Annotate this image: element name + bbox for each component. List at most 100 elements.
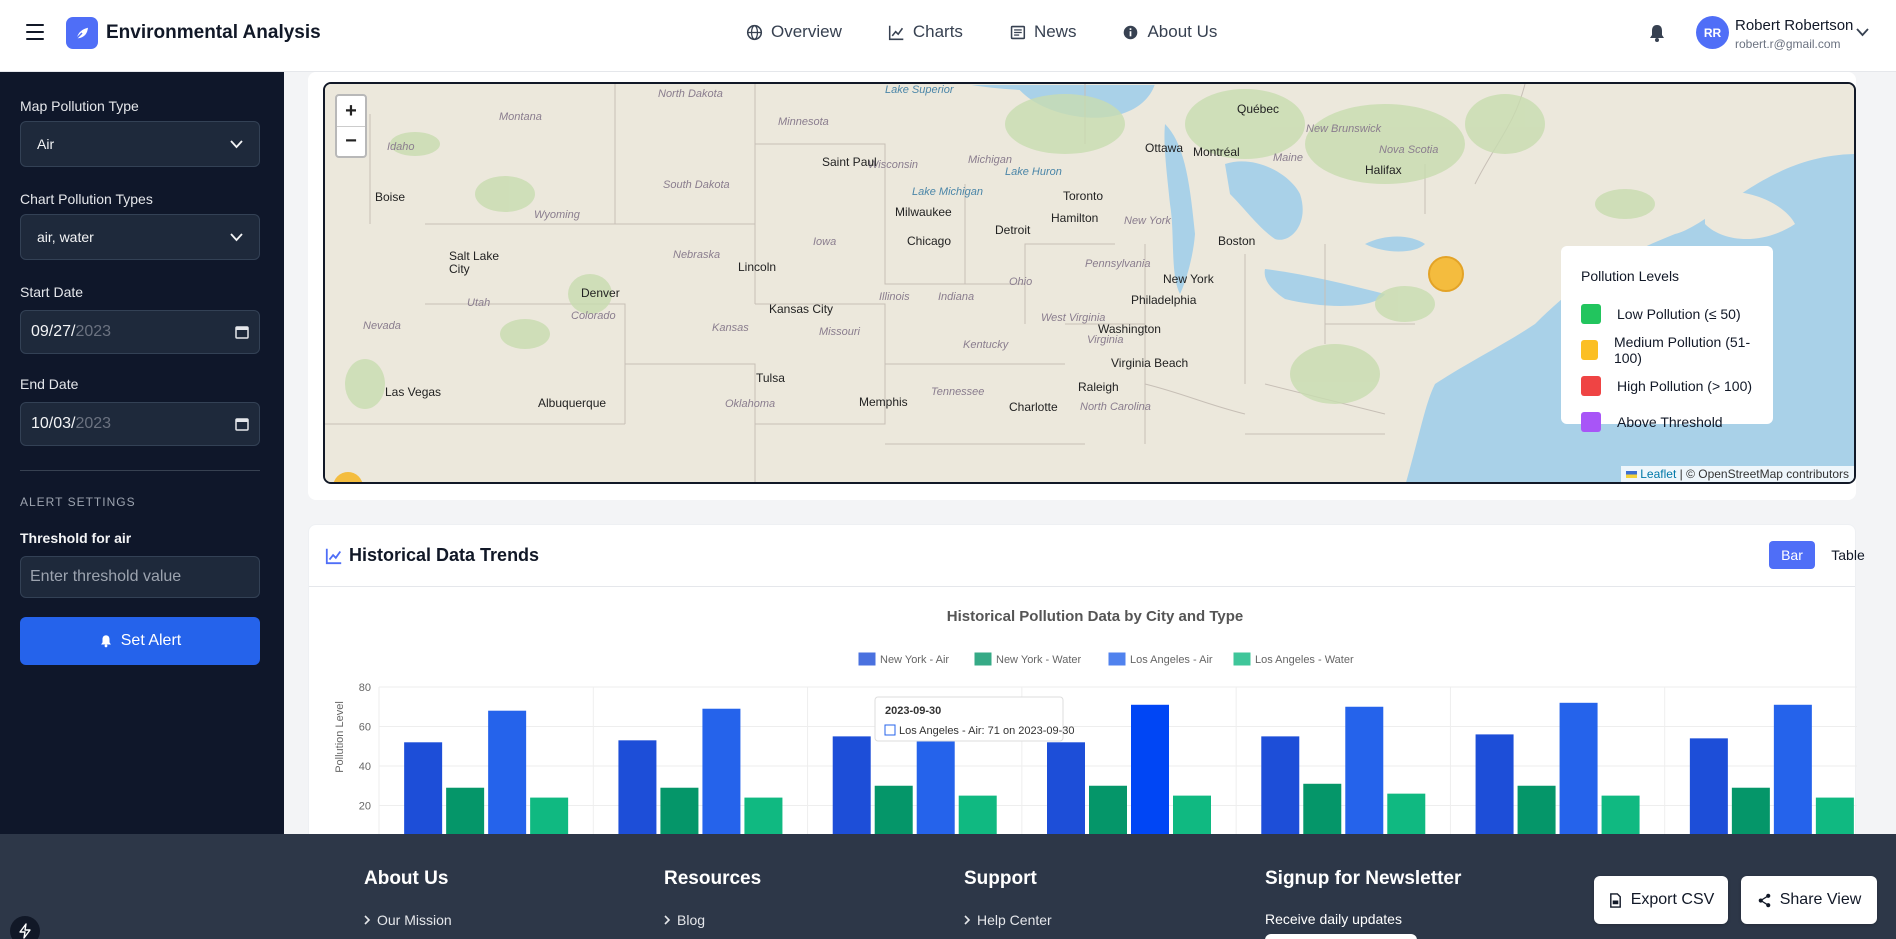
bar[interactable] (1773, 704, 1812, 834)
legend-swatch[interactable] (858, 652, 876, 666)
map-label: Albuquerque (538, 396, 607, 410)
hamburger-menu-icon[interactable] (26, 24, 44, 40)
calendar-icon[interactable] (235, 417, 249, 431)
bar[interactable] (1475, 734, 1514, 834)
footer-link-label: Our Mission (377, 912, 452, 928)
map-label: Nebraska (673, 249, 721, 261)
chart-bars (404, 702, 1854, 834)
start-date-input[interactable]: 09/27/2023 (20, 310, 260, 354)
bar[interactable] (1689, 738, 1728, 834)
export-csv-button[interactable]: Export CSV (1594, 876, 1728, 924)
y-tick-label: 40 (359, 761, 371, 773)
share-view-button[interactable]: Share View (1741, 876, 1877, 924)
info-icon (1124, 25, 1138, 39)
tooltip-title: 2023-09-30 (885, 705, 941, 717)
bar[interactable] (618, 740, 657, 834)
nav-about[interactable]: About Us (1122, 22, 1217, 42)
chevron-down-icon (230, 232, 243, 241)
pollution-marker[interactable] (1428, 256, 1464, 292)
bar[interactable] (744, 797, 783, 834)
bar[interactable] (404, 742, 443, 834)
chart-legend: New York - Air New York - Water Los Angele… (858, 652, 1354, 666)
footer-link-blog[interactable]: Blog (664, 912, 705, 928)
chart-line-icon (325, 548, 342, 565)
bar[interactable] (1173, 795, 1211, 834)
bar[interactable] (1047, 742, 1085, 834)
bar[interactable] (874, 785, 913, 834)
bar[interactable] (702, 708, 741, 834)
map-label: Virginia (1087, 334, 1124, 346)
legend-swatch[interactable] (1108, 652, 1126, 666)
bar[interactable] (958, 795, 997, 834)
bar[interactable] (1345, 706, 1384, 834)
tooltip-swatch (884, 724, 896, 736)
map-label: Lake Michigan (912, 186, 983, 198)
map-label: Halifax (1365, 163, 1402, 177)
tooltip-body: Los Angeles - Air: 71 on 2023-09-30 (899, 725, 1075, 737)
footer-link-help-center[interactable]: Help Center (964, 912, 1052, 928)
footer-link-our-mission[interactable]: Our Mission (364, 912, 452, 928)
sidebar: Map Pollution Type Air Chart Pollution T… (0, 72, 284, 834)
nav-about-label: About Us (1147, 22, 1218, 41)
chart-types-label: Chart Pollution Types (20, 191, 153, 207)
map-label: Pennsylvania (1085, 258, 1151, 270)
legend-swatch[interactable] (974, 652, 992, 666)
bar[interactable] (832, 736, 871, 834)
legend-label[interactable]: Los Angeles - Air (1130, 654, 1213, 666)
bar[interactable] (1387, 793, 1426, 834)
threshold-input[interactable] (20, 556, 260, 598)
map-label: Philadelphia (1131, 293, 1197, 307)
avatar[interactable]: RR (1696, 16, 1729, 49)
nav-overview[interactable]: Overview (746, 22, 842, 42)
bar[interactable] (1261, 736, 1300, 834)
bar[interactable] (1517, 785, 1556, 834)
table-view-button[interactable]: Table (1831, 547, 1865, 563)
map-label: Ottawa (1145, 141, 1184, 155)
nav-news[interactable]: News (1009, 22, 1076, 42)
set-alert-button[interactable]: Set Alert (20, 617, 260, 665)
bar[interactable] (1731, 787, 1770, 834)
chart-card: Historical Data Trends Bar Table Histori… (308, 524, 1865, 834)
newsletter-email-input[interactable] (1265, 934, 1417, 939)
bar[interactable] (1131, 704, 1169, 834)
map-label: Missouri (819, 326, 860, 338)
bell-icon[interactable] (1647, 23, 1667, 43)
share-view-label: Share View (1779, 891, 1862, 908)
map-label: Montana (499, 111, 542, 123)
map-type-select[interactable]: Air (20, 121, 260, 167)
map-attribution: Leaflet | © OpenStreetMap contributors (1621, 466, 1854, 482)
end-date-input[interactable]: 10/03/2023 (20, 402, 260, 446)
map-label: Utah (467, 297, 491, 309)
pollution-bar-chart[interactable]: Historical Pollution Data by City and Ty… (309, 587, 1857, 834)
bar[interactable] (488, 710, 527, 834)
bar-view-button[interactable]: Bar (1769, 541, 1815, 569)
legend-label: High Pollution (> 100) (1617, 378, 1753, 394)
zoom-in-button[interactable]: + (345, 99, 357, 122)
bar[interactable] (446, 787, 485, 834)
dev-tools-bolt-icon[interactable] (10, 916, 40, 939)
legend-label[interactable]: New York - Water (996, 654, 1082, 666)
chart-types-select[interactable]: air, water (20, 214, 260, 260)
nav-charts[interactable]: Charts (888, 22, 963, 42)
legend-swatch[interactable] (1233, 652, 1251, 666)
bar[interactable] (1559, 702, 1598, 834)
pollution-marker[interactable] (333, 472, 363, 482)
legend-label[interactable]: New York - Air (880, 654, 949, 666)
bar[interactable] (1815, 797, 1854, 834)
leaflet-link[interactable]: Leaflet (1640, 467, 1677, 481)
newsletter-title: Signup for Newsletter (1265, 868, 1462, 889)
calendar-icon[interactable] (235, 325, 249, 339)
bar[interactable] (1601, 795, 1640, 834)
bar[interactable] (530, 797, 569, 834)
legend-label[interactable]: Los Angeles - Water (1255, 654, 1354, 666)
bar[interactable] (1303, 783, 1342, 834)
bar[interactable] (660, 787, 699, 834)
chevron-down-icon[interactable] (1856, 28, 1869, 37)
legend-label: Above Threshold (1617, 414, 1723, 430)
map-label: Montréal (1193, 145, 1240, 159)
y-tick-label: 20 (359, 801, 371, 813)
pollution-map[interactable]: Lake Superior Lake Michigan Lake Huron N… (323, 82, 1856, 484)
footer-support-title: Support (964, 868, 1037, 889)
bar[interactable] (1089, 785, 1127, 834)
zoom-out-button[interactable]: − (337, 126, 365, 156)
